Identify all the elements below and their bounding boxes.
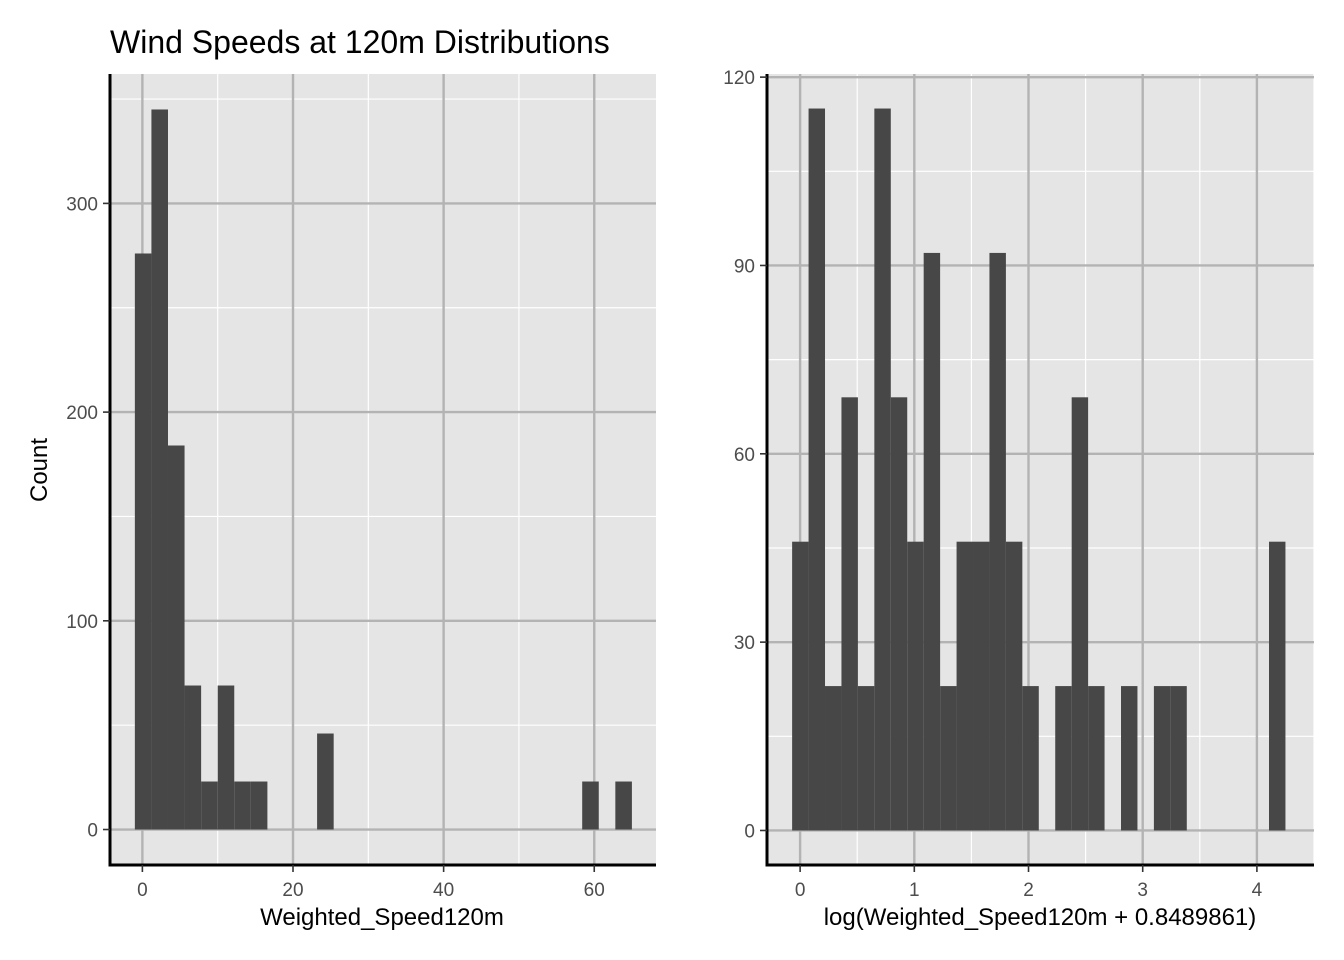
x-tick-label-left-0: 0	[137, 880, 148, 901]
y-tick-label-right-1: 30	[734, 633, 755, 654]
histogram-bar-left-8	[317, 733, 334, 830]
histogram-bar-right-3	[841, 397, 858, 831]
y-tick-label-right-2: 60	[734, 445, 755, 466]
x-axis-title-left: Weighted_Speed120m	[260, 904, 504, 931]
x-axis-title-right: log(Weighted_Speed120m + 0.8489861)	[824, 904, 1257, 931]
y-tick-label-left-2: 200	[66, 403, 98, 424]
x-tick-label-right-4: 4	[1252, 880, 1263, 901]
histogram-bar-right-14	[1022, 686, 1039, 831]
histogram-bar-left-4	[201, 781, 218, 830]
histogram-bar-right-10	[956, 541, 974, 831]
histogram-bar-right-1	[808, 108, 826, 831]
histogram-bar-right-4	[857, 686, 875, 831]
y-tick-label-left-0: 0	[87, 821, 98, 842]
x-tick-label-left-3: 60	[584, 880, 605, 901]
histogram-bar-right-5	[874, 108, 891, 831]
x-tick-label-left-1: 20	[282, 880, 303, 901]
histogram-bar-left-0	[134, 253, 152, 830]
figure-title: Wind Speeds at 120m Distributions	[110, 24, 610, 60]
histogram-bar-right-8	[923, 252, 941, 831]
histogram-bar-left-6	[234, 781, 251, 830]
histogram-bar-left-1	[151, 109, 168, 830]
histogram-bar-right-12	[989, 252, 1006, 831]
histogram-bar-right-18	[1121, 686, 1138, 831]
histogram-bar-right-0	[792, 541, 809, 831]
x-tick-label-right-3: 3	[1137, 880, 1148, 901]
histogram-bar-left-5	[217, 685, 235, 830]
y-tick-label-right-3: 90	[734, 256, 755, 277]
histogram-bar-right-20	[1170, 686, 1187, 831]
histogram-bar-right-7	[907, 541, 924, 831]
histogram-bar-left-2	[167, 445, 185, 830]
y-axis-title-left: Count	[26, 438, 53, 502]
histogram-bar-right-21	[1269, 541, 1286, 831]
histogram-bar-right-9	[940, 686, 957, 831]
histogram-bar-left-3	[184, 685, 202, 830]
x-tick-label-right-2: 2	[1023, 880, 1034, 901]
histogram-bar-left-7	[250, 781, 268, 830]
histogram-panel-raw-speed: 0 20 40 60 0 100 200 300	[66, 74, 656, 901]
histogram-bar-right-2	[825, 686, 842, 831]
x-tick-label-right-1: 1	[909, 880, 920, 901]
histogram-bar-right-15	[1055, 686, 1072, 831]
y-tick-label-left-1: 100	[66, 612, 98, 633]
histogram-bar-right-6	[890, 397, 908, 831]
histogram-bar-right-11	[973, 541, 990, 831]
x-tick-label-right-0: 0	[795, 880, 806, 901]
y-tick-label-right-4: 120	[723, 68, 755, 89]
histogram-bar-right-16	[1071, 397, 1089, 831]
histogram-bar-left-9	[582, 781, 599, 830]
histogram-bar-left-10	[615, 781, 632, 830]
y-tick-label-left-3: 300	[66, 194, 98, 215]
histogram-bar-right-13	[1005, 541, 1023, 831]
histogram-bar-right-19	[1153, 686, 1171, 831]
y-tick-label-right-0: 0	[744, 821, 755, 842]
histogram-panel-log-speed: 0 1 2 3 4 0 30 60 90 120	[723, 68, 1315, 901]
x-tick-label-left-2: 40	[433, 880, 454, 901]
histogram-bar-right-17	[1088, 686, 1105, 831]
